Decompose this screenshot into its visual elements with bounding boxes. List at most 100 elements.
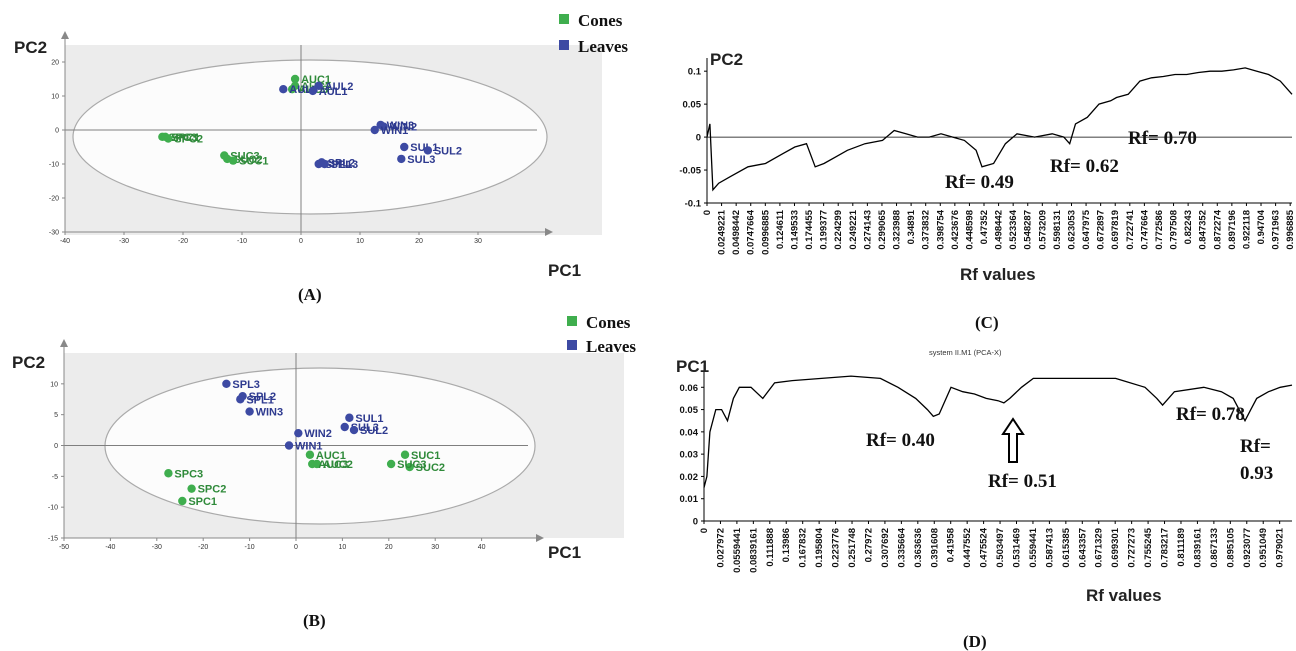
legend-swatch-cones-b xyxy=(567,316,577,326)
x-tick-label: 30 xyxy=(474,238,482,245)
x-tick-label: 0.755245 xyxy=(1143,527,1154,567)
data-point-win2 xyxy=(294,428,303,438)
y-tick-label: 20 xyxy=(51,60,59,67)
x-tick-label: 0.498442 xyxy=(994,210,1005,250)
y-tick-label: -15 xyxy=(48,536,58,543)
legend-label-leaves: Leaves xyxy=(578,37,628,56)
data-point-spc3 xyxy=(164,469,173,478)
y-tick-label: -30 xyxy=(49,230,59,237)
x-tick-label: 0.531469 xyxy=(1012,528,1023,568)
x-tick-label: 0.847352 xyxy=(1198,210,1209,250)
data-point-spl3 xyxy=(222,379,231,389)
x-axis-label-a: PC1 xyxy=(548,261,581,280)
x-tick-label: 0 xyxy=(294,544,298,551)
point-label-win2: WIN2 xyxy=(390,122,418,134)
x-tick-label: 0.0839161 xyxy=(748,527,759,573)
y-tick-label: 5 xyxy=(54,412,58,419)
loading-line-d xyxy=(703,375,1293,488)
x-tick-label: 0.747664 xyxy=(1139,209,1150,249)
x-tick-label: 0.598131 xyxy=(1052,209,1063,249)
line-panel-c: -0.1 -0.05 0 0.05 0.1 0 0.0249221 0.0498442 0.07… xyxy=(679,50,1296,332)
x-tick-label: 0.797508 xyxy=(1169,210,1180,250)
y-tick-label: 0 xyxy=(55,128,59,135)
x-tick-label: 0.224299 xyxy=(833,210,844,250)
data-point-win2 xyxy=(379,122,388,131)
x-tick-label: 0.523364 xyxy=(1008,209,1019,249)
legend-a: Cones Leaves xyxy=(559,11,628,56)
x-tick-label: 0.0747664 xyxy=(746,209,757,255)
x-tick-label: 0.0559441 xyxy=(732,527,743,573)
x-tick-label: 0.27972 xyxy=(863,528,874,562)
x-tick-label: 0.548287 xyxy=(1023,210,1034,250)
x-tick-label: 10 xyxy=(339,544,347,551)
data-point-spl3 xyxy=(320,159,329,169)
x-tick-label: 0 xyxy=(702,210,713,215)
x-tick-label: -30 xyxy=(119,238,129,245)
data-point-suc1 xyxy=(400,450,410,459)
point-label-auc1: AUC1 xyxy=(301,74,331,86)
annotation-rf-049: Rf= 0.49 xyxy=(945,172,1014,193)
x-tick-label: -20 xyxy=(198,544,208,551)
x-tick-label: 0.34891 xyxy=(906,209,917,244)
point-label-spc2: SPC2 xyxy=(198,484,227,496)
confidence-ellipse-a xyxy=(72,59,548,215)
point-label-win3: WIN3 xyxy=(256,407,284,419)
x-tick-label: 0.971963 xyxy=(1271,210,1282,250)
x-tick-label: -30 xyxy=(152,544,162,551)
annotation-rf-070: Rf= 0.70 xyxy=(1128,128,1197,149)
x-tick-label: -40 xyxy=(60,238,70,245)
legend-label-cones-b: Cones xyxy=(586,313,631,332)
point-label-win1: WIN1 xyxy=(381,125,409,137)
data-point-aul1 xyxy=(308,86,317,96)
legend-swatch-leaves-b xyxy=(567,340,577,350)
x-tick-label: 0 xyxy=(699,528,710,533)
y-tick-label: 0.05 xyxy=(680,405,699,416)
x-tick-label: 0.0996885 xyxy=(760,209,771,255)
y-tick-label: 0 xyxy=(696,133,701,144)
y-tick-label: -0.1 xyxy=(685,199,702,210)
x-tick-label: 0.448598 xyxy=(964,210,975,250)
x-tick-label: 0.722741 xyxy=(1125,209,1136,249)
y-tick-label: 0.1 xyxy=(688,67,702,78)
x-tick-label: -10 xyxy=(237,238,247,245)
annotation-rf-093-label: Rf= xyxy=(1240,436,1271,457)
y-axis-arrow-icon xyxy=(61,31,69,39)
x-tick-label: 0.0498442 xyxy=(731,210,742,255)
y-axis-label-b: PC2 xyxy=(12,353,45,372)
data-point-auc1 xyxy=(290,74,300,84)
data-point-win3 xyxy=(245,407,254,416)
x-tick-label: 0.223776 xyxy=(831,528,842,568)
point-label-aul1: AUL1 xyxy=(319,86,348,98)
y-tick-label: 0 xyxy=(54,443,58,450)
data-point-win1 xyxy=(370,125,379,135)
y-tick-label: 0.01 xyxy=(680,494,699,505)
data-point-suc1 xyxy=(228,156,238,165)
x-tick-label: 0.615385 xyxy=(1061,527,1072,567)
point-label-spl1: SPL1 xyxy=(246,394,274,406)
loading-line-c xyxy=(706,67,1293,192)
x-tick-label: 0.363636 xyxy=(913,528,924,568)
panel-label-a: (A) xyxy=(298,285,322,304)
point-label-spl3: SPL3 xyxy=(331,159,359,171)
panel-label-b: (B) xyxy=(303,611,326,630)
y-tick-label: 10 xyxy=(50,381,58,388)
y-tick-label: -20 xyxy=(49,196,59,203)
y-tick-label: 0.03 xyxy=(680,450,699,461)
data-point-auc3 xyxy=(308,459,317,469)
point-label-spc1: SPC1 xyxy=(188,496,217,508)
panel-label-c: (C) xyxy=(975,313,999,332)
point-label-spl2: SPL2 xyxy=(328,157,356,169)
x-tick-label: 10 xyxy=(356,238,364,245)
x-axis-label-b: PC1 xyxy=(548,543,581,562)
x-tick-label: 30 xyxy=(431,544,439,551)
point-label-suc2: SUC2 xyxy=(416,462,445,474)
legend-b: Cones Leaves xyxy=(567,313,636,356)
annotation-rf-062: Rf= 0.62 xyxy=(1050,156,1119,177)
x-tick-label: 0.41958 xyxy=(946,528,957,562)
x-tick-label: 0.672897 xyxy=(1096,210,1107,250)
data-point-auc1 xyxy=(305,450,315,459)
x-tick-label: 0.391608 xyxy=(929,528,940,568)
data-point-auc3 xyxy=(287,85,297,94)
